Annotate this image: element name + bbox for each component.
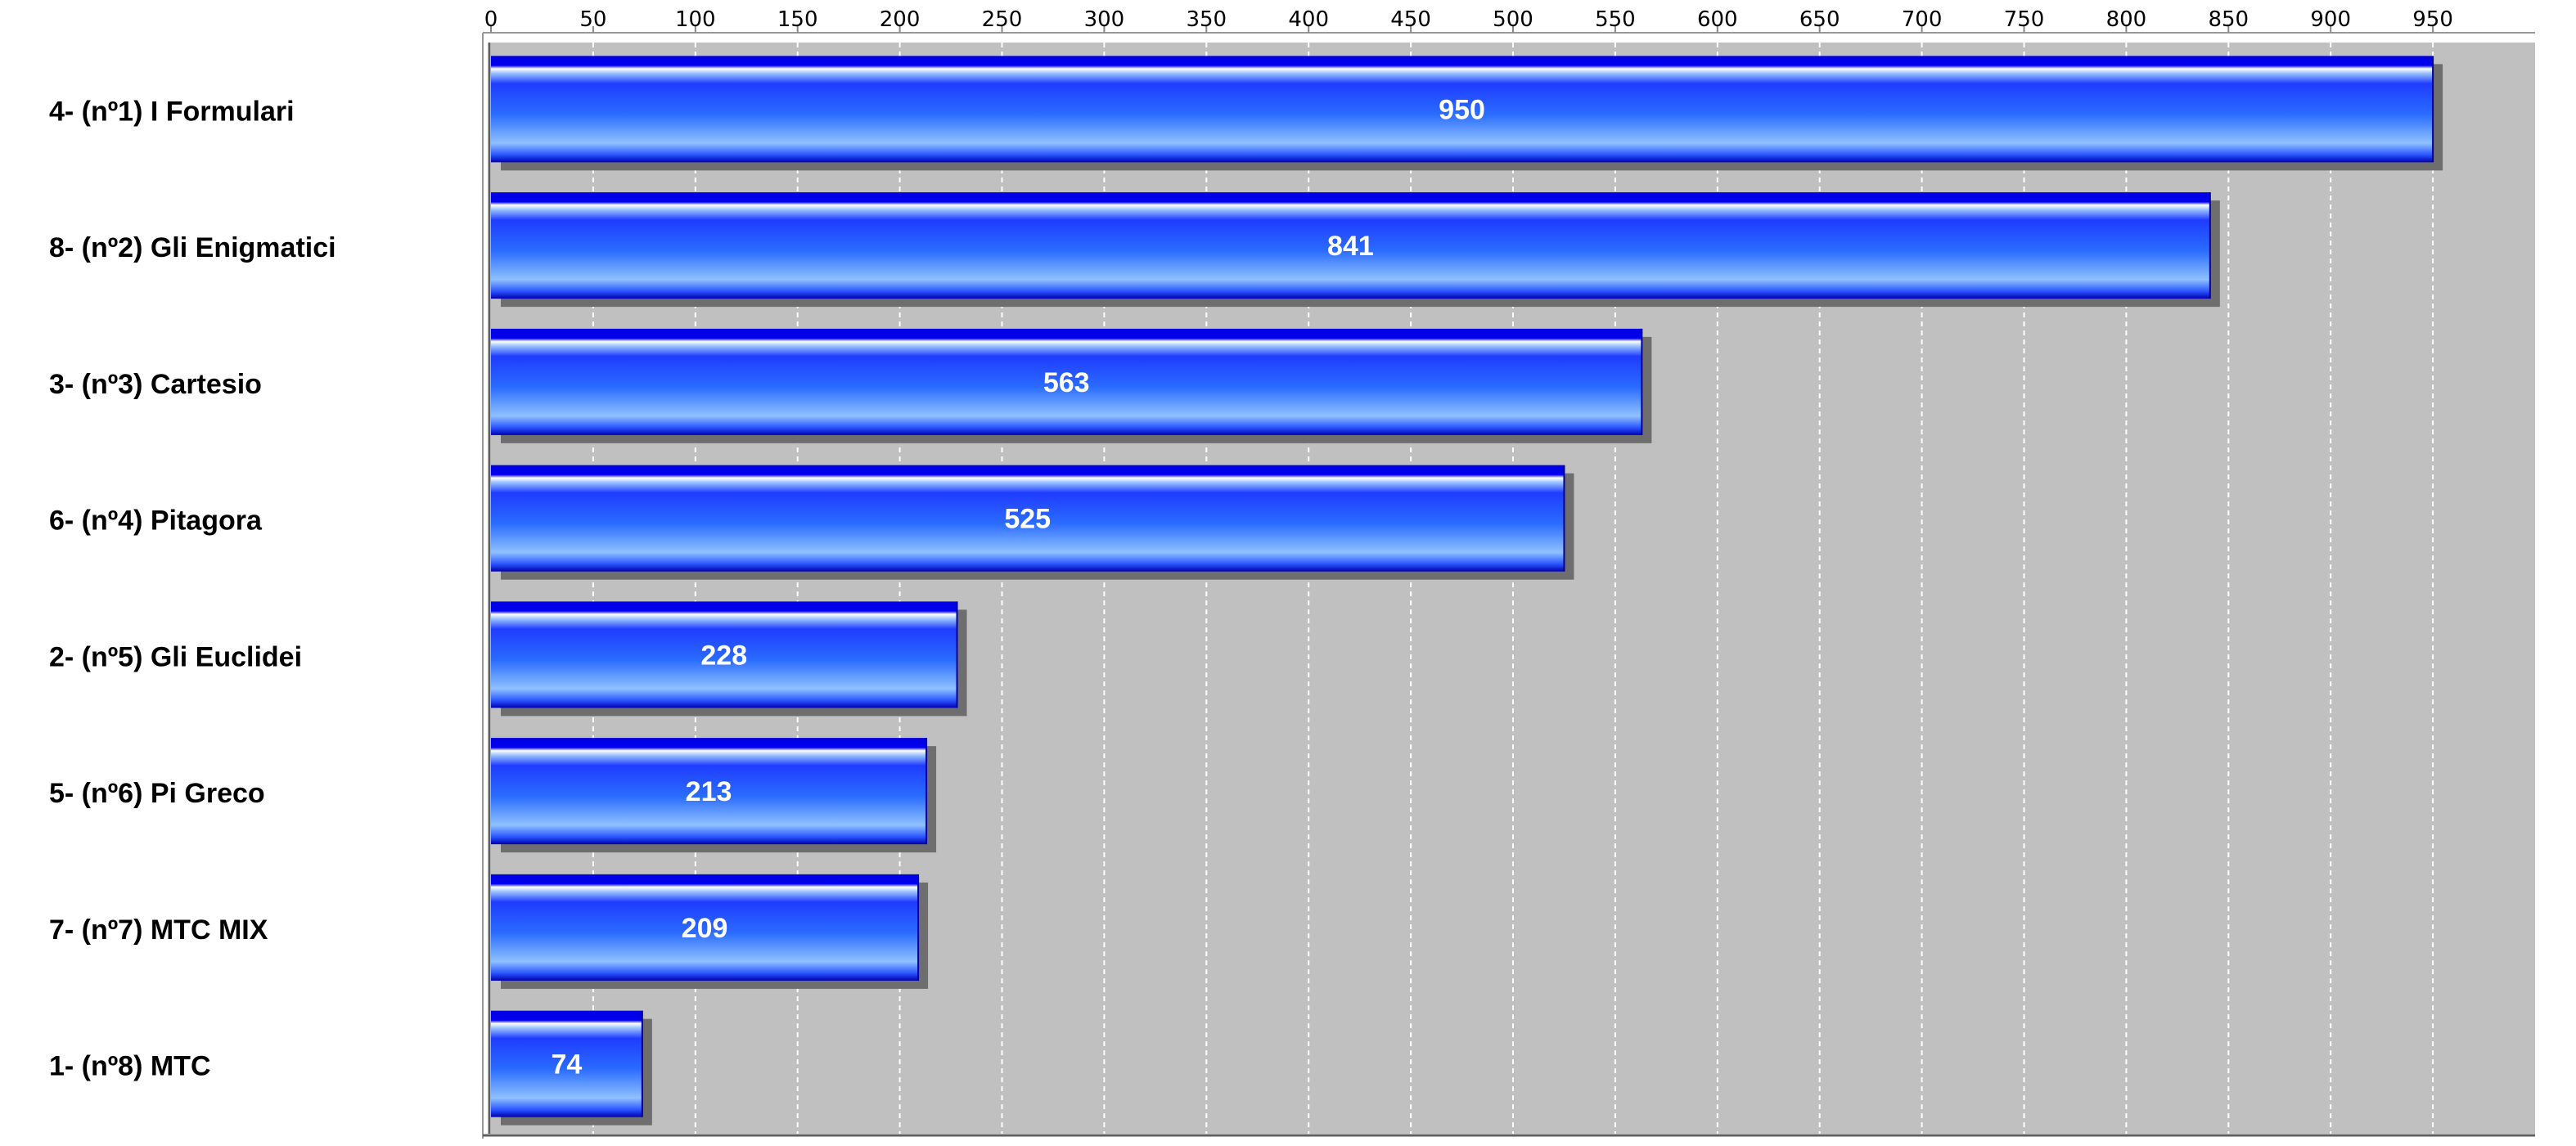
x-tick-label: 800 <box>2106 7 2147 32</box>
bar <box>491 192 2210 299</box>
x-tick-label: 700 <box>1902 7 1943 32</box>
x-tick-label: 950 <box>2412 7 2453 32</box>
category-label: 5- (nº6) Pi Greco <box>49 778 265 809</box>
x-tick-label: 350 <box>1186 7 1227 32</box>
bar-value-label: 228 <box>700 640 747 671</box>
bar-value-label: 74 <box>552 1049 583 1081</box>
bar-value-label: 563 <box>1043 367 1090 398</box>
x-tick-label: 400 <box>1288 7 1329 32</box>
x-tick-label: 250 <box>982 7 1023 32</box>
x-tick-label: 750 <box>2004 7 2045 32</box>
category-label: 7- (nº7) MTC MIX <box>49 915 268 946</box>
x-tick-label: 900 <box>2310 7 2351 32</box>
bar-value-label: 213 <box>686 776 732 807</box>
x-tick-label: 650 <box>1799 7 1840 32</box>
x-tick-label: 100 <box>675 7 716 32</box>
category-label: 3- (nº3) Cartesio <box>49 369 262 400</box>
x-tick-label: 500 <box>1493 7 1533 32</box>
x-tick-label: 50 <box>579 7 606 32</box>
bar <box>491 874 919 981</box>
x-tick-label: 300 <box>1084 7 1125 32</box>
bar <box>491 738 927 845</box>
bar <box>491 1010 642 1117</box>
x-tick-label: 200 <box>880 7 921 32</box>
category-label: 8- (nº2) Gli Enigmatici <box>49 232 336 263</box>
bar <box>491 56 2434 163</box>
bar <box>491 601 957 708</box>
bar-value-label: 209 <box>682 913 728 944</box>
x-tick-label: 150 <box>777 7 818 32</box>
category-label: 2- (nº5) Gli Euclidei <box>49 641 302 672</box>
x-tick-label: 550 <box>1595 7 1636 32</box>
bar <box>491 465 1565 572</box>
x-tick-label: 600 <box>1697 7 1738 32</box>
x-tick-label: 0 <box>484 7 498 32</box>
x-tick-label: 450 <box>1390 7 1431 32</box>
bar <box>491 328 1642 435</box>
category-label: 4- (nº1) I Formulari <box>49 96 295 127</box>
category-label: 6- (nº4) Pitagora <box>49 506 263 537</box>
bar-value-label: 841 <box>1327 231 1374 262</box>
bar-value-label: 525 <box>1004 504 1051 535</box>
bar-value-label: 950 <box>1439 94 1485 125</box>
category-label: 1- (nº8) MTC <box>49 1051 211 1082</box>
x-tick-label: 850 <box>2208 7 2249 32</box>
